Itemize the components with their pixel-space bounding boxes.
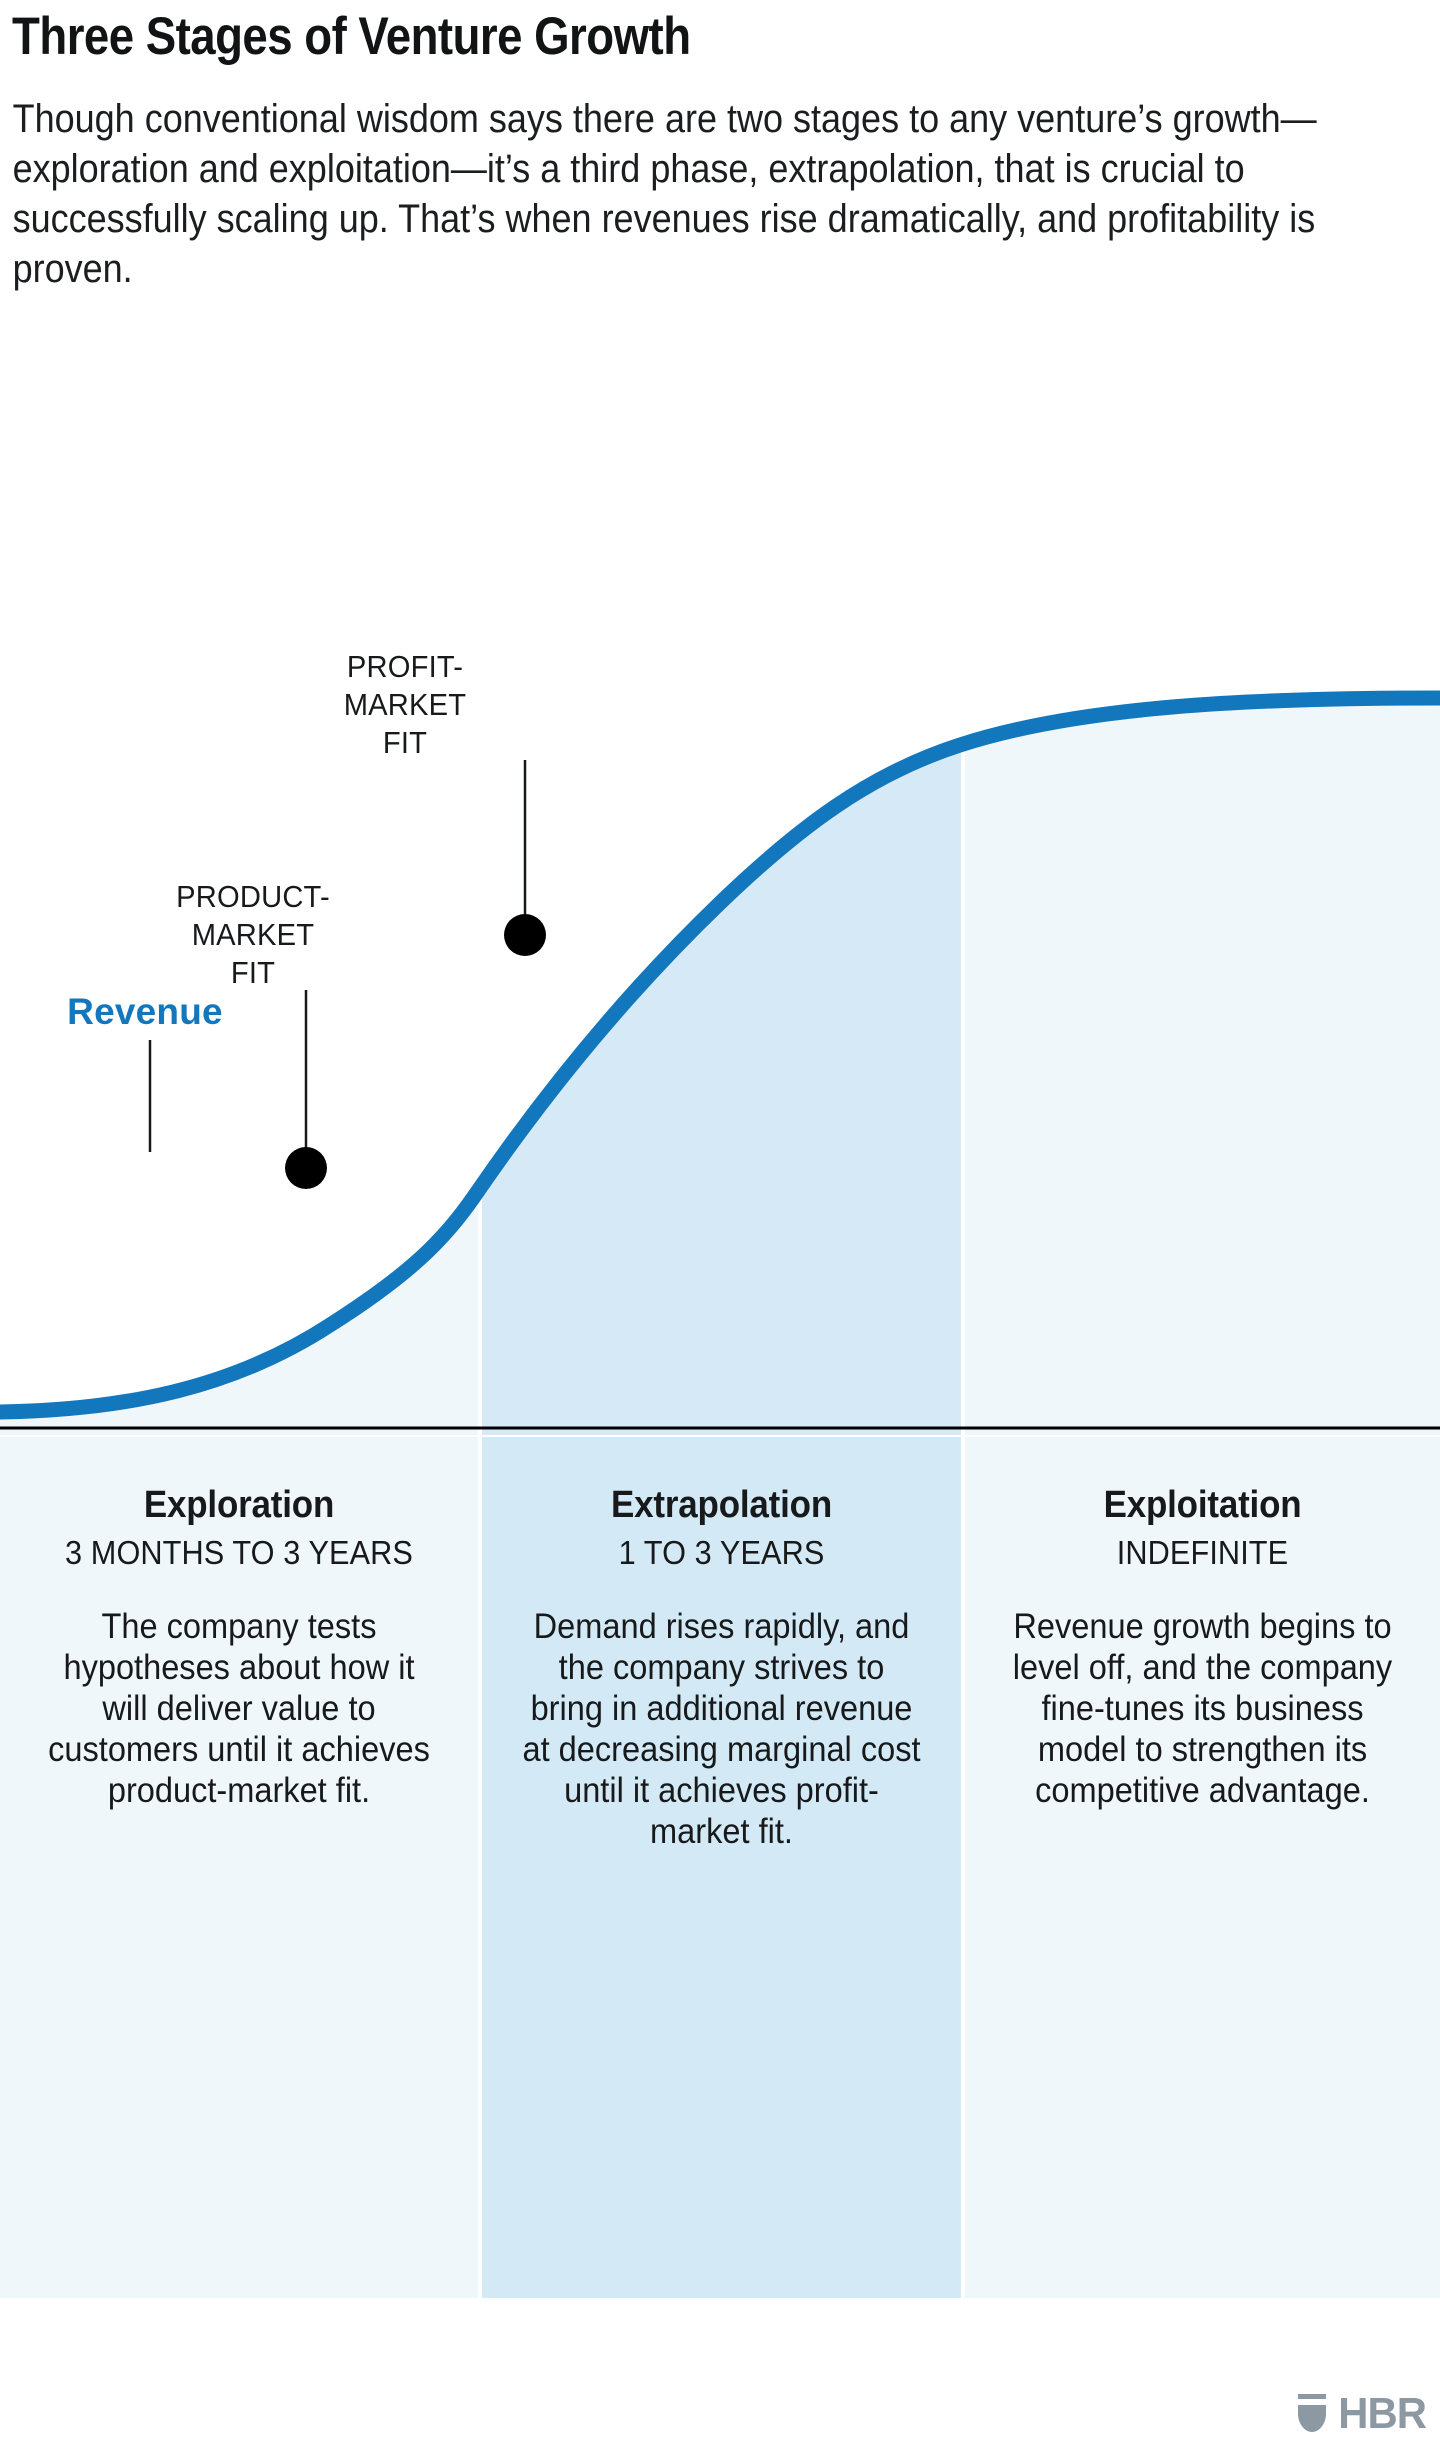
stage-panel-exploration: Exploration 3 MONTHS TO 3 YEARS The comp…	[0, 1437, 478, 2298]
revenue-growth-chart	[0, 360, 1440, 1435]
stage-panel-exploitation: Exploitation INDEFINITE Revenue growth b…	[965, 1437, 1440, 2298]
stage-name-exploration: Exploration	[143, 1484, 335, 1526]
stage-name-extrapolation: Extrapolation	[610, 1484, 833, 1526]
product-market-fit-label: PRODUCT- MARKET FIT	[176, 879, 330, 990]
profit-market-fit-label: PROFIT- MARKET FIT	[343, 649, 467, 760]
hbr-shield-icon	[1297, 2394, 1326, 2432]
stage-name-exploitation: Exploitation	[1103, 1484, 1302, 1526]
stage-body-exploration: The company tests hypotheses about how i…	[48, 1607, 430, 1810]
page-subtitle: Though conventional wisdom says there ar…	[12, 97, 1317, 291]
stage-body-extrapolation: Demand rises rapidly, and the company st…	[522, 1607, 921, 1851]
area-fill-exploitation	[965, 698, 1440, 1435]
hbr-wordmark: HBR	[1337, 2389, 1427, 2438]
revenue-series-label: Revenue	[67, 991, 223, 1032]
stage-duration-exploration: 3 MONTHS TO 3 YEARS	[65, 1534, 413, 1571]
stage-body-exploitation: Revenue growth begins to level off, and …	[1012, 1607, 1393, 1810]
hbr-logo: HBR	[1295, 2390, 1428, 2436]
stage-duration-extrapolation: 1 TO 3 YEARS	[618, 1534, 825, 1571]
stage-duration-exploitation: INDEFINITE	[1116, 1534, 1289, 1571]
panel-divider-1	[478, 1437, 482, 2298]
header: Three Stages of Venture Growth Though co…	[0, 0, 1440, 294]
stage-panels: Exploration 3 MONTHS TO 3 YEARS The comp…	[0, 1437, 1440, 2298]
panel-divider-2	[961, 1437, 965, 2298]
page-title: Three Stages of Venture Growth	[12, 7, 691, 66]
stage-panel-extrapolation: Extrapolation 1 TO 3 YEARS Demand rises …	[482, 1437, 961, 2298]
product-market-fit-dot	[285, 1147, 327, 1189]
profit-market-fit-dot	[504, 914, 546, 956]
chart-area: PROFIT- MARKET FIT PRODUCT- MARKET FIT R…	[0, 360, 1440, 1435]
